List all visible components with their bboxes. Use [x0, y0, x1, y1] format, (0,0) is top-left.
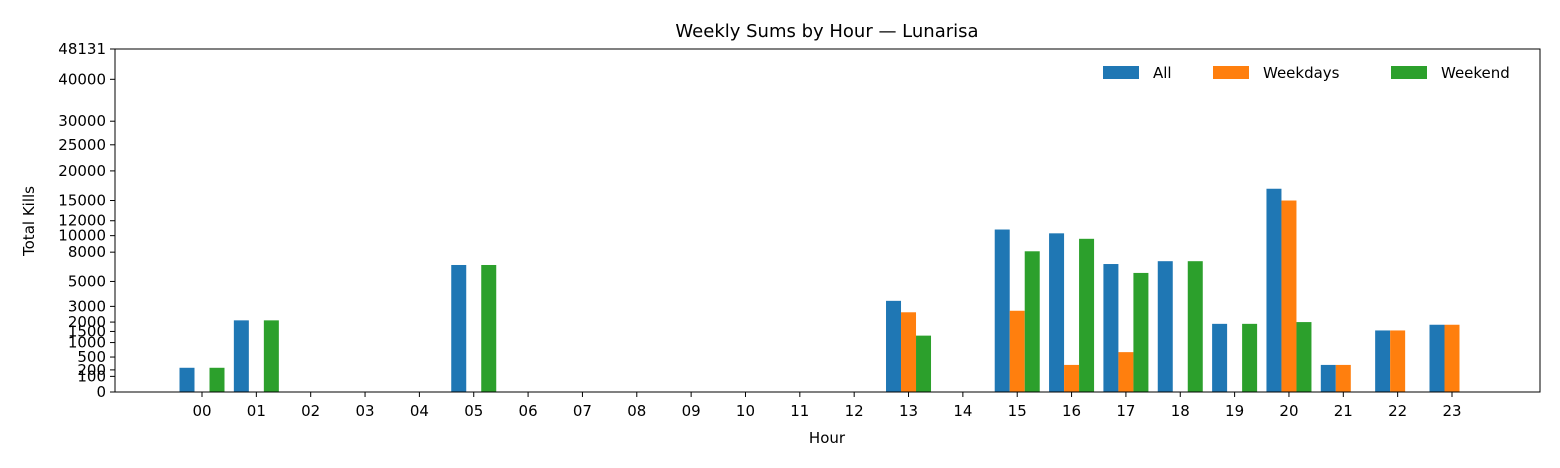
x-tick-label: 12 — [845, 402, 864, 420]
bar-all-22 — [1375, 330, 1391, 392]
bar-weekend-16 — [1079, 238, 1095, 392]
x-tick-label: 22 — [1388, 402, 1407, 420]
bar-weekdays-21 — [1335, 364, 1351, 392]
x-tick-label: 00 — [192, 402, 211, 420]
bar-all-05 — [451, 264, 467, 392]
bar-all-01 — [233, 320, 249, 392]
y-tick-label: 0 — [96, 383, 106, 401]
bar-weekdays-13 — [901, 312, 917, 392]
bar-weekdays-22 — [1390, 330, 1406, 392]
legend-swatch-weekdays — [1213, 66, 1249, 79]
bar-all-21 — [1320, 364, 1336, 392]
x-tick-label: 19 — [1225, 402, 1244, 420]
x-tick-label: 16 — [1062, 402, 1081, 420]
x-tick-label: 15 — [1008, 402, 1027, 420]
y-tick-label: 3000 — [68, 297, 106, 315]
x-tick-label: 21 — [1334, 402, 1353, 420]
bar-all-20 — [1266, 188, 1282, 392]
y-tick-label: 200 — [77, 361, 106, 379]
plot-frame — [114, 48, 1541, 393]
y-tick-label: 48131 — [58, 40, 106, 58]
legend-label-all: All — [1153, 64, 1172, 82]
bar-weekend-17 — [1133, 272, 1149, 392]
bar-all-00 — [179, 367, 195, 392]
y-axis-label: Total Kills — [20, 186, 38, 257]
bar-all-19 — [1212, 323, 1228, 392]
bar-weekdays-23 — [1444, 324, 1460, 392]
chart-title: Weekly Sums by Hour — Lunarisa — [675, 21, 978, 42]
x-tick-label: 13 — [899, 402, 918, 420]
x-tick-label: 04 — [410, 402, 429, 420]
x-axis-label: Hour — [809, 429, 846, 447]
bar-all-18 — [1157, 261, 1173, 392]
y-tick-label: 12000 — [58, 212, 106, 230]
y-tick-label: 8000 — [68, 243, 106, 261]
bar-all-15 — [994, 229, 1010, 392]
bar-weekdays-15 — [1009, 310, 1025, 392]
bar-weekdays-20 — [1281, 200, 1297, 392]
y-tick-label: 2000 — [68, 313, 106, 331]
bar-weekend-01 — [263, 320, 279, 392]
x-tick-label: 18 — [1171, 402, 1190, 420]
x-tick-label: 05 — [464, 402, 483, 420]
y-tick-label: 25000 — [58, 136, 106, 154]
bar-weekend-15 — [1024, 251, 1040, 392]
x-tick-label: 01 — [247, 402, 266, 420]
y-tick-label: 20000 — [58, 162, 106, 180]
x-tick-label: 02 — [301, 402, 320, 420]
x-tick-label: 06 — [519, 402, 538, 420]
x-tick-label: 09 — [682, 402, 701, 420]
y-tick-label: 5000 — [68, 272, 106, 290]
x-tick-label: 08 — [627, 402, 646, 420]
legend-swatch-weekend — [1391, 66, 1427, 79]
bar-weekdays-16 — [1064, 364, 1080, 392]
x-tick-label: 14 — [953, 402, 972, 420]
plot-area: 0100200500100015002000300050008000100001… — [58, 40, 1541, 420]
x-tick-label: 11 — [790, 402, 809, 420]
bar-all-13 — [886, 300, 902, 392]
y-tick-label: 15000 — [58, 192, 106, 210]
y-tick-label: 10000 — [58, 227, 106, 245]
y-tick-label: 1500 — [68, 322, 106, 340]
legend-label-weekdays: Weekdays — [1263, 64, 1340, 82]
x-tick-label: 10 — [736, 402, 755, 420]
x-tick-label: 17 — [1116, 402, 1135, 420]
bar-weekend-18 — [1187, 261, 1203, 392]
x-tick-label: 20 — [1279, 402, 1298, 420]
bar-weekdays-17 — [1118, 352, 1134, 392]
bar-weekend-19 — [1242, 323, 1258, 392]
bar-weekend-13 — [916, 335, 932, 392]
y-tick-label: 500 — [77, 348, 106, 366]
x-tick-label: 03 — [355, 402, 374, 420]
bar-weekend-20 — [1296, 322, 1312, 392]
legend: All Weekdays Weekend — [1103, 64, 1510, 82]
x-tick-label: 07 — [573, 402, 592, 420]
bar-all-23 — [1429, 324, 1445, 392]
legend-label-weekend: Weekend — [1441, 64, 1510, 82]
bar-all-17 — [1103, 264, 1119, 392]
legend-swatch-all — [1103, 66, 1139, 79]
y-tick-label: 1000 — [68, 334, 106, 352]
y-tick-label: 100 — [77, 367, 106, 385]
y-tick-label: 40000 — [58, 70, 106, 88]
bar-all-16 — [1049, 233, 1065, 392]
y-tick-label: 30000 — [58, 112, 106, 130]
bar-weekend-05 — [481, 264, 497, 392]
x-tick-label: 23 — [1442, 402, 1461, 420]
bar-weekend-00 — [209, 367, 225, 392]
